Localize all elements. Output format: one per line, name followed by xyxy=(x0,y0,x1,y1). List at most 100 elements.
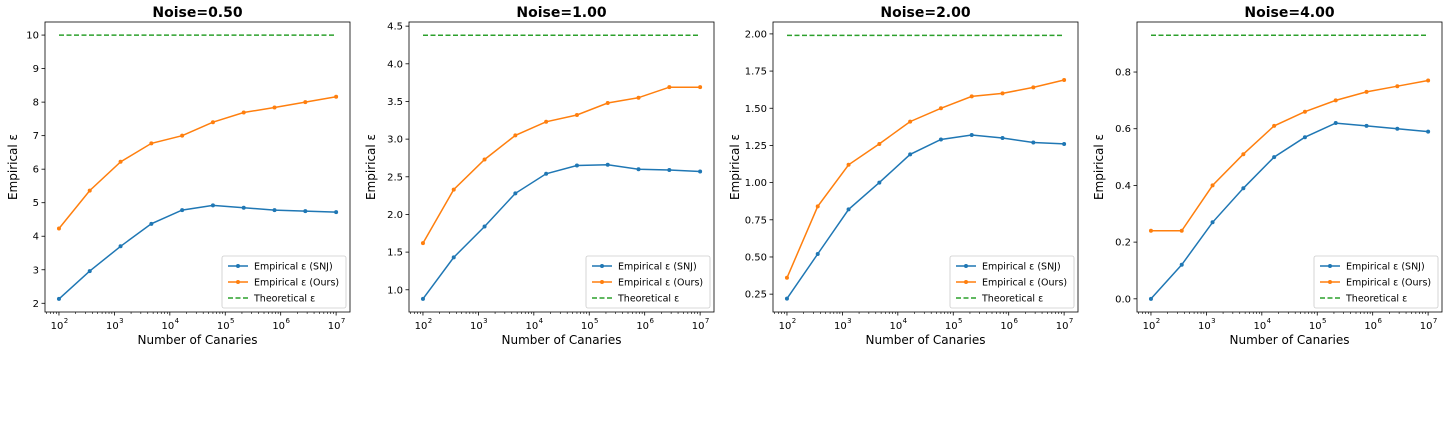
x-tick-label: 10 xyxy=(1364,321,1377,332)
series-line-snj xyxy=(1150,122,1429,300)
data-point-snj xyxy=(605,162,610,167)
data-point-ours xyxy=(1333,98,1338,103)
x-tick-exponent: 6 xyxy=(1013,317,1018,325)
series-line-ours xyxy=(422,86,701,244)
data-point-snj xyxy=(544,171,549,176)
legend-marker-ours xyxy=(1328,280,1332,284)
x-tick-label: 10 xyxy=(1000,321,1013,332)
x-tick-exponent: 6 xyxy=(1377,317,1382,325)
data-point-ours xyxy=(149,141,154,146)
data-point-snj xyxy=(877,180,882,185)
data-point-ours xyxy=(1302,109,1307,114)
data-point-snj xyxy=(908,152,913,157)
data-point-ours xyxy=(1000,91,1005,96)
y-tick-label: 8 xyxy=(33,98,39,109)
x-tick-exponent: 4 xyxy=(175,317,180,325)
legend-label: Empirical ε (SNJ) xyxy=(254,262,333,273)
y-axis-label: Empirical ε xyxy=(1092,134,1106,200)
legend-box xyxy=(1313,255,1439,309)
data-point-ours xyxy=(544,119,549,124)
data-point-snj xyxy=(241,205,246,210)
legend-marker-ours xyxy=(600,280,604,284)
x-tick-label: 10 xyxy=(525,321,538,332)
data-point-snj xyxy=(272,208,277,213)
data-point-snj xyxy=(56,296,61,301)
x-tick-label: 10 xyxy=(217,321,230,332)
data-point-ours xyxy=(451,187,456,192)
y-tick-label: 1.50 xyxy=(745,104,767,115)
y-tick-label: 3.5 xyxy=(387,97,403,108)
y-tick-label: 4 xyxy=(33,232,39,243)
legend-marker-snj xyxy=(236,264,240,268)
data-point-snj xyxy=(1333,121,1338,126)
data-point-ours xyxy=(1364,89,1369,94)
legend-label: Empirical ε (SNJ) xyxy=(1346,262,1425,273)
data-point-ours xyxy=(1395,84,1400,89)
x-axis-label: Number of Canaries xyxy=(138,333,258,347)
legend-box xyxy=(221,255,347,309)
data-point-snj xyxy=(118,244,123,249)
data-point-ours xyxy=(1241,152,1246,157)
y-tick-label: 0.4 xyxy=(1115,181,1131,192)
x-tick-label: 10 xyxy=(779,321,792,332)
legend-label: Empirical ε (Ours) xyxy=(1346,278,1431,289)
data-point-ours xyxy=(303,100,308,105)
data-point-snj xyxy=(513,191,518,196)
data-point-snj xyxy=(334,210,339,215)
y-tick-label: 0.25 xyxy=(745,290,767,301)
series-line-snj xyxy=(58,204,337,300)
data-point-snj xyxy=(149,221,154,226)
y-tick-label: 2.0 xyxy=(387,210,403,221)
y-axis-label: Empirical ε xyxy=(364,134,378,200)
data-point-ours xyxy=(1210,183,1215,188)
x-tick-exponent: 5 xyxy=(1322,317,1326,325)
x-axis-label: Number of Canaries xyxy=(866,333,986,347)
x-tick-label: 10 xyxy=(1198,321,1211,332)
legend-marker-snj xyxy=(964,264,968,268)
data-point-snj xyxy=(1395,126,1400,131)
axes-frame xyxy=(408,21,715,313)
data-point-snj xyxy=(1031,140,1036,145)
legend: Empirical ε (SNJ) Empirical ε (Ours) Theor… xyxy=(1313,255,1439,309)
data-point-ours xyxy=(420,241,425,246)
y-tick-label: 2 xyxy=(33,299,39,310)
legend-marker-ours xyxy=(964,280,968,284)
y-tick-label: 1.75 xyxy=(745,67,767,78)
axes-frame xyxy=(1136,21,1443,313)
chart-title: Noise=4.00 xyxy=(1244,5,1334,21)
x-tick-label: 10 xyxy=(692,321,705,332)
data-point-snj xyxy=(636,167,641,172)
x-tick-label: 10 xyxy=(1143,321,1156,332)
y-tick-label: 4.5 xyxy=(387,22,403,33)
x-tick-exponent: 7 xyxy=(1069,317,1073,325)
x-tick-label: 10 xyxy=(581,321,594,332)
x-tick-exponent: 3 xyxy=(1211,317,1215,325)
x-tick-label: 10 xyxy=(51,321,64,332)
axes-frame xyxy=(44,21,351,313)
data-point-snj xyxy=(1241,186,1246,191)
data-point-snj xyxy=(667,168,672,173)
legend-box xyxy=(585,255,711,309)
data-point-snj xyxy=(1302,135,1307,140)
x-tick-label: 10 xyxy=(834,321,847,332)
y-tick-label: 1.5 xyxy=(387,248,403,259)
legend: Empirical ε (SNJ) Empirical ε (Ours) Theor… xyxy=(221,255,347,309)
data-point-ours xyxy=(698,85,703,90)
data-point-ours xyxy=(877,141,882,146)
data-point-ours xyxy=(908,119,913,124)
data-point-snj xyxy=(303,209,308,214)
y-tick-label: 2.00 xyxy=(745,29,767,40)
data-point-snj xyxy=(1210,220,1215,225)
x-tick-exponent: 3 xyxy=(483,317,487,325)
y-tick-label: 6 xyxy=(33,165,39,176)
x-tick-exponent: 3 xyxy=(847,317,851,325)
legend-label: Empirical ε (SNJ) xyxy=(618,262,697,273)
data-point-ours xyxy=(334,94,339,99)
y-tick-label: 0.6 xyxy=(1115,124,1131,135)
data-point-ours xyxy=(56,226,61,231)
data-point-ours xyxy=(667,85,672,90)
data-point-ours xyxy=(180,133,185,138)
chart-title: Noise=0.50 xyxy=(152,5,242,21)
